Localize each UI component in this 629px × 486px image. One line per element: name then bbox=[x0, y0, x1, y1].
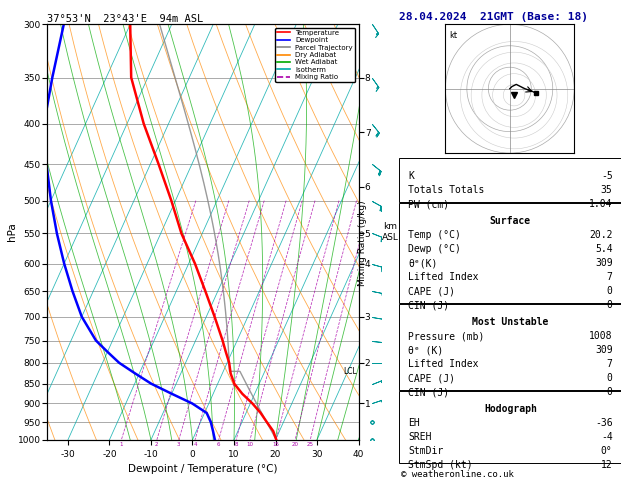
Text: 2: 2 bbox=[155, 442, 159, 447]
Text: 4: 4 bbox=[193, 442, 197, 447]
Text: Lifted Index: Lifted Index bbox=[408, 272, 479, 282]
Text: Dewp (°C): Dewp (°C) bbox=[408, 244, 461, 254]
Text: 309: 309 bbox=[595, 258, 613, 268]
Text: 309: 309 bbox=[595, 345, 613, 355]
Y-axis label: km
ASL: km ASL bbox=[382, 223, 398, 242]
Text: 12: 12 bbox=[601, 460, 613, 470]
Bar bbox=[399, 158, 621, 202]
Text: 7: 7 bbox=[607, 272, 613, 282]
Text: 1: 1 bbox=[120, 442, 123, 447]
Text: 37°53'N  23°43'E  94m ASL: 37°53'N 23°43'E 94m ASL bbox=[47, 14, 203, 23]
Text: 0: 0 bbox=[607, 387, 613, 397]
Text: θᵉ(K): θᵉ(K) bbox=[408, 258, 438, 268]
Text: Totals Totals: Totals Totals bbox=[408, 185, 485, 195]
Text: -5: -5 bbox=[601, 171, 613, 181]
Text: Most Unstable: Most Unstable bbox=[472, 317, 548, 327]
Text: 15: 15 bbox=[272, 442, 279, 447]
Text: -4: -4 bbox=[601, 432, 613, 442]
Text: 25: 25 bbox=[307, 442, 314, 447]
Text: CIN (J): CIN (J) bbox=[408, 300, 450, 311]
Text: K: K bbox=[408, 171, 414, 181]
Text: Hodograph: Hodograph bbox=[484, 404, 537, 414]
Text: 35: 35 bbox=[601, 185, 613, 195]
Text: Temp (°C): Temp (°C) bbox=[408, 230, 461, 240]
X-axis label: Dewpoint / Temperature (°C): Dewpoint / Temperature (°C) bbox=[128, 464, 277, 474]
Text: 5.4: 5.4 bbox=[595, 244, 613, 254]
Text: 7: 7 bbox=[607, 359, 613, 369]
Text: Pressure (mb): Pressure (mb) bbox=[408, 331, 485, 341]
Text: CAPE (J): CAPE (J) bbox=[408, 286, 455, 296]
Text: Surface: Surface bbox=[490, 216, 531, 226]
Text: 6: 6 bbox=[217, 442, 220, 447]
Text: 28.04.2024  21GMT (Base: 18): 28.04.2024 21GMT (Base: 18) bbox=[399, 12, 588, 22]
Text: 3: 3 bbox=[177, 442, 181, 447]
Text: 0°: 0° bbox=[601, 446, 613, 456]
Text: -36: -36 bbox=[595, 418, 613, 428]
Text: LCL: LCL bbox=[343, 367, 357, 376]
Bar bbox=[399, 304, 621, 390]
Bar bbox=[399, 391, 621, 463]
Text: θᵉ (K): θᵉ (K) bbox=[408, 345, 443, 355]
Text: 0: 0 bbox=[607, 286, 613, 296]
Text: PW (cm): PW (cm) bbox=[408, 199, 450, 209]
Legend: Temperature, Dewpoint, Parcel Trajectory, Dry Adiabat, Wet Adiabat, Isotherm, Mi: Temperature, Dewpoint, Parcel Trajectory… bbox=[276, 28, 355, 82]
Text: 0: 0 bbox=[607, 300, 613, 311]
Text: StmDir: StmDir bbox=[408, 446, 443, 456]
Text: StmSpd (kt): StmSpd (kt) bbox=[408, 460, 473, 470]
Y-axis label: hPa: hPa bbox=[6, 223, 16, 242]
Text: kt: kt bbox=[450, 31, 458, 40]
Text: 20.2: 20.2 bbox=[589, 230, 613, 240]
Text: 1008: 1008 bbox=[589, 331, 613, 341]
Text: Mixing Ratio (g/kg): Mixing Ratio (g/kg) bbox=[358, 200, 367, 286]
Text: © weatheronline.co.uk: © weatheronline.co.uk bbox=[401, 469, 513, 479]
Text: EH: EH bbox=[408, 418, 420, 428]
Text: 0: 0 bbox=[607, 373, 613, 383]
Text: CIN (J): CIN (J) bbox=[408, 387, 450, 397]
Text: 8: 8 bbox=[235, 442, 238, 447]
Text: Lifted Index: Lifted Index bbox=[408, 359, 479, 369]
Text: 1.04: 1.04 bbox=[589, 199, 613, 209]
Text: 10: 10 bbox=[247, 442, 253, 447]
Text: 20: 20 bbox=[292, 442, 299, 447]
Text: CAPE (J): CAPE (J) bbox=[408, 373, 455, 383]
Bar bbox=[399, 203, 621, 303]
Text: SREH: SREH bbox=[408, 432, 431, 442]
